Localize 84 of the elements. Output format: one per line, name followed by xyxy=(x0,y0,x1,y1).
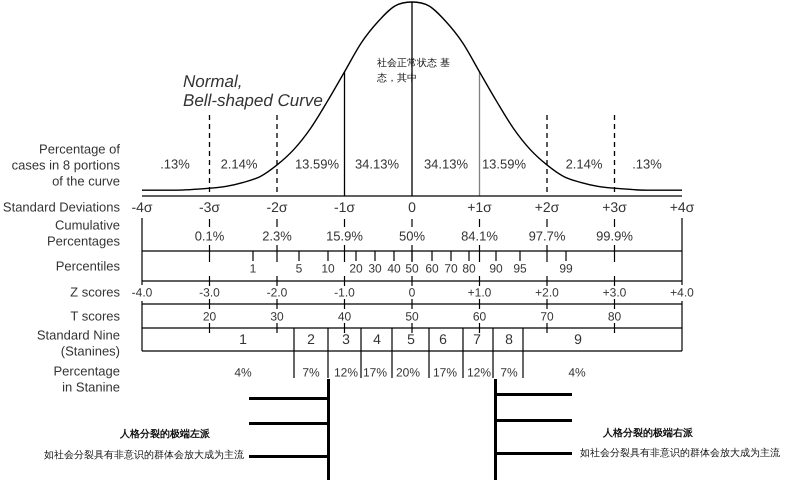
text: 30 xyxy=(270,309,284,324)
text: 9 xyxy=(574,330,582,347)
text: -3.0 xyxy=(199,285,220,300)
text: 3 xyxy=(342,330,350,347)
text: 6 xyxy=(439,330,448,347)
text: 7% xyxy=(302,365,320,380)
text: 50% xyxy=(398,228,426,244)
annotation: .13% xyxy=(632,156,662,172)
text: 5 xyxy=(296,261,303,276)
text: T scores xyxy=(70,308,120,324)
text: Standard Nine (Stanines) xyxy=(36,328,120,359)
text: Normal, Bell-shaped Curve xyxy=(183,72,323,110)
text: 0.1% xyxy=(194,228,225,244)
text: 12% xyxy=(466,365,492,380)
annotation: 13.59% xyxy=(482,156,526,172)
text: 80 xyxy=(462,261,476,276)
text: 95 xyxy=(513,261,527,276)
text: 80 xyxy=(608,309,622,324)
text: 70 xyxy=(444,261,458,276)
text: 99 xyxy=(559,261,573,276)
x-tick-label: +4σ xyxy=(670,198,695,215)
text: 10 xyxy=(321,261,335,276)
text: +4.0 xyxy=(670,285,694,300)
text: 20 xyxy=(202,309,216,324)
x-tick-label: -4σ xyxy=(131,198,153,215)
text: Percentiles xyxy=(56,258,120,274)
annotation: 34.13% xyxy=(424,156,468,172)
annotation: 13.59% xyxy=(294,156,340,172)
text: 4 xyxy=(373,330,382,347)
text: 84.1% xyxy=(461,228,498,244)
y-axis-title: Percentage of cases in 8 portions of the curve xyxy=(12,142,120,189)
text: 15.9% xyxy=(326,228,364,244)
text: 人格分裂的极端右派 xyxy=(602,426,694,439)
text: +3.0 xyxy=(602,285,627,300)
text: -1.0 xyxy=(334,285,356,300)
text: 17% xyxy=(432,365,458,380)
text: 5 xyxy=(407,330,416,347)
text: 30 xyxy=(368,261,382,276)
annotation: 2.14% xyxy=(566,156,603,172)
text: 12% xyxy=(334,365,358,380)
text: 17% xyxy=(362,365,388,380)
x-axis-title: Standard Deviations xyxy=(2,200,120,215)
x-tick-label: +3σ xyxy=(602,198,628,215)
text: 99.9% xyxy=(596,228,634,244)
annotation: .13% xyxy=(160,156,190,172)
text: 1 xyxy=(250,261,257,276)
text: 1 xyxy=(239,330,248,347)
text: 如社会分裂具有非意识的群体会放大成为主流 xyxy=(44,448,244,461)
text: 2 xyxy=(307,330,316,347)
text: 50 xyxy=(405,309,419,324)
x-tick-label: 0 xyxy=(408,198,416,215)
text: Cumulative Percentages xyxy=(47,218,120,249)
text: 2.3% xyxy=(262,228,292,244)
text: 4% xyxy=(234,365,252,380)
text: 40 xyxy=(387,261,401,276)
x-tick-label: -3σ xyxy=(198,198,220,215)
text: 60 xyxy=(472,309,486,324)
text: 0 xyxy=(408,285,416,300)
x-tick-label: +1σ xyxy=(467,198,492,215)
text: Z scores xyxy=(70,284,120,300)
text: 7% xyxy=(500,365,518,380)
text: 40 xyxy=(338,309,352,324)
text: 如社会分裂具有非意识的群体会放大成为主流 xyxy=(580,446,780,459)
x-tick-label: -1σ xyxy=(334,198,356,215)
annotation: 2.14% xyxy=(220,156,258,172)
text: 50 xyxy=(405,261,419,276)
text: 7 xyxy=(473,330,482,347)
text: 20% xyxy=(396,365,420,380)
text: -4.0 xyxy=(132,285,153,300)
text: 4% xyxy=(568,365,586,380)
text: +1.0 xyxy=(468,285,492,300)
text: +2.0 xyxy=(535,285,560,300)
text: 97.7% xyxy=(528,228,566,244)
annotation: 34.13% xyxy=(354,156,400,172)
text: 70 xyxy=(540,309,554,324)
x-tick-label: -2σ xyxy=(266,198,288,215)
text: 60 xyxy=(425,261,439,276)
text: 20 xyxy=(349,261,363,276)
text: 8 xyxy=(505,330,514,347)
text: 90 xyxy=(489,261,503,276)
text: -2.0 xyxy=(266,285,288,300)
text: 人格分裂的极端左派 xyxy=(119,428,211,440)
text: Percentage in Stanine xyxy=(54,364,120,395)
x-tick-label: +2σ xyxy=(534,198,560,215)
